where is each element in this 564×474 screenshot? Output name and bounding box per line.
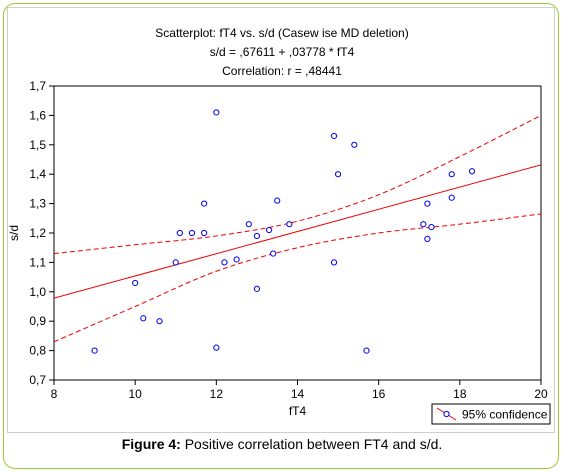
data-point xyxy=(448,171,455,178)
y-tick-label: 0,8 xyxy=(29,344,46,358)
data-point xyxy=(424,200,431,207)
data-point xyxy=(330,132,338,140)
data-point xyxy=(156,318,163,325)
x-axis-label: fT4 xyxy=(289,404,307,418)
legend-label: 95% confidence xyxy=(462,408,548,422)
data-point xyxy=(213,344,220,351)
data-point xyxy=(270,250,277,257)
data-point xyxy=(424,235,431,242)
data-point xyxy=(330,259,338,266)
y-tick-label: 1,7 xyxy=(29,79,46,93)
plot-panel xyxy=(7,7,555,433)
data-point xyxy=(351,141,358,148)
legend-point-swatch xyxy=(443,410,450,418)
y-tick-label: 1,2 xyxy=(29,226,46,240)
chart-equation: s/d = ,67611 + ,03778 * fT4 xyxy=(209,45,355,59)
y-tick-label: 1,6 xyxy=(29,108,46,122)
x-tick-label: 16 xyxy=(372,387,386,401)
y-tick-label: 0,9 xyxy=(29,314,46,328)
data-point xyxy=(286,221,293,228)
data-point xyxy=(468,168,476,175)
x-tick-label: 14 xyxy=(291,387,305,401)
y-axis-label: s/d xyxy=(7,225,21,241)
confidence-upper-line xyxy=(54,114,541,255)
data-point xyxy=(420,221,427,228)
data-point xyxy=(188,229,196,237)
x-tick-label: 20 xyxy=(534,387,548,401)
regression-line xyxy=(54,164,541,299)
data-point xyxy=(363,347,370,354)
x-tick-label: 8 xyxy=(51,387,58,401)
chart-correlation: Correlation: r = ,48441 xyxy=(222,64,342,78)
data-point xyxy=(201,229,208,237)
data-point xyxy=(253,285,261,292)
y-tick-label: 1,3 xyxy=(29,197,46,211)
data-point xyxy=(91,347,98,354)
data-point xyxy=(265,226,273,234)
data-point xyxy=(176,229,183,237)
data-point xyxy=(201,200,208,207)
data-point xyxy=(448,194,455,201)
data-point xyxy=(253,232,261,240)
x-tick-label: 18 xyxy=(453,387,467,401)
y-tick-label: 1,1 xyxy=(29,255,46,269)
figure-caption: Figure 4: Positive correlation between F… xyxy=(0,436,564,452)
y-tick-label: 0,7 xyxy=(29,373,46,387)
x-tick-label: 12 xyxy=(210,387,224,401)
data-point xyxy=(233,256,240,263)
data-point xyxy=(245,221,252,228)
y-tick-label: 1,4 xyxy=(29,167,46,181)
data-point xyxy=(140,315,147,322)
chart-title: Scatterplot: fT4 vs. s/d (Casew ise MD d… xyxy=(155,26,409,40)
data-point xyxy=(274,197,281,204)
data-point xyxy=(172,259,179,266)
data-point xyxy=(213,109,220,116)
y-tick-label: 1,0 xyxy=(29,285,46,299)
data-point xyxy=(132,279,139,287)
data-point xyxy=(428,224,435,231)
confidence-lower-line xyxy=(54,213,541,343)
data-point xyxy=(334,171,342,178)
plot-area xyxy=(53,85,542,381)
x-tick-label: 10 xyxy=(128,387,142,401)
caption-label: Figure 4: xyxy=(121,436,181,452)
y-tick-label: 1,5 xyxy=(29,138,46,152)
caption-text: Positive correlation between FT4 and s/d… xyxy=(180,436,443,452)
data-point xyxy=(221,259,228,266)
legend-box xyxy=(431,403,551,425)
